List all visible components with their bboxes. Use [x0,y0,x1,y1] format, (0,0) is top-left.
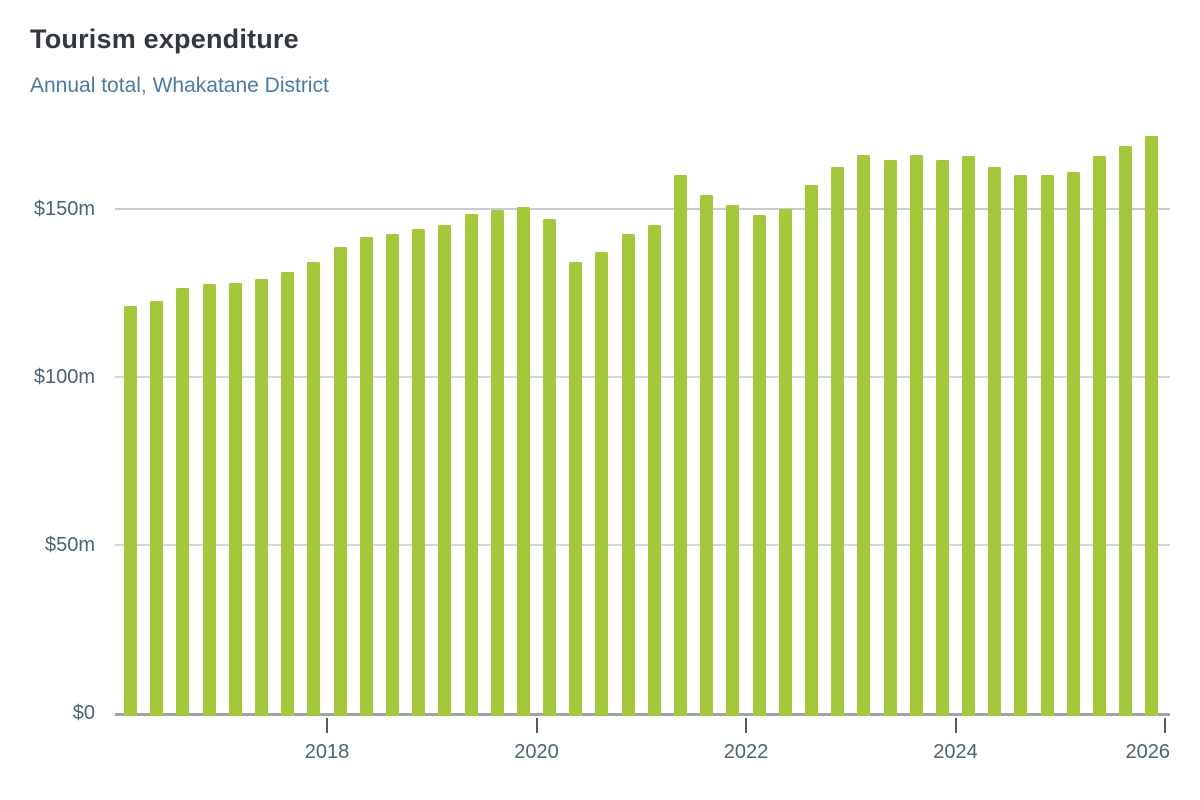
bar-2016-Q1[interactable] [124,306,138,716]
bar-2022-Q2[interactable] [778,208,792,716]
bar-2017-Q4[interactable] [307,262,321,716]
bar-2025-Q1[interactable] [1066,171,1080,716]
bar-2025-Q4[interactable] [1145,136,1159,716]
bar-2024-Q4[interactable] [1040,174,1054,716]
y-axis-label-150m: $150m [33,197,95,220]
bar-2023-Q4[interactable] [935,159,949,716]
bar-2018-Q1[interactable] [333,247,347,716]
bar-2024-Q3[interactable] [1014,174,1028,716]
x-axis-baseline [115,713,1170,716]
x-axis-label-2022: 2022 [723,741,769,763]
bar-2018-Q3[interactable] [385,233,399,716]
bar-2023-Q3[interactable] [909,154,923,716]
bar-2025-Q2[interactable] [1093,156,1107,716]
x-axis-label-2024: 2024 [933,741,978,763]
chart-title: Tourism expenditure [30,24,299,54]
bar-2021-Q4[interactable] [726,205,740,716]
bar-2021-Q3[interactable] [700,195,714,716]
bar-2019-Q4[interactable] [516,206,530,716]
chart-subtitle: Annual total, Whakatane District [30,74,329,97]
x-axis-tick-2022 [745,718,747,733]
bar-2018-Q4[interactable] [412,228,426,716]
bar-2021-Q1[interactable] [647,225,661,716]
bar-2019-Q3[interactable] [490,210,504,716]
bar-2020-Q1[interactable] [543,218,557,716]
bar-2016-Q4[interactable] [202,284,216,716]
bar-2025-Q3[interactable] [1119,146,1133,716]
bar-2020-Q4[interactable] [621,233,635,716]
bar-2016-Q2[interactable] [150,301,164,716]
bar-2021-Q2[interactable] [674,174,688,716]
bar-2023-Q2[interactable] [883,159,897,716]
bar-2019-Q1[interactable] [438,225,452,716]
bar-2023-Q1[interactable] [857,154,871,716]
bar-2017-Q1[interactable] [228,282,242,716]
y-axis-label-0: $0 [72,702,95,724]
y-axis-label-50m: $50m [44,533,95,556]
y-axis-label-100m: $100m [33,365,95,388]
x-axis-tick-2024 [954,718,957,733]
x-axis-label-2020: 2020 [514,741,559,763]
bar-2016-Q3[interactable] [176,287,190,716]
x-axis-label-2018: 2018 [304,741,350,763]
bar-2017-Q3[interactable] [281,272,295,716]
x-axis-label-2026: 2026 [1125,741,1171,763]
bar-2024-Q2[interactable] [988,166,1002,716]
bar-2020-Q2[interactable] [569,262,583,716]
gridline-50m [115,543,1170,546]
bar-2024-Q1[interactable] [962,156,976,716]
bar-2022-Q3[interactable] [804,185,818,716]
bar-2018-Q2[interactable] [359,237,373,716]
gridline-150m [115,207,1170,210]
x-axis-tick-2018 [326,718,328,733]
x-axis-tick-2026 [1164,718,1166,733]
bar-2022-Q1[interactable] [752,215,766,716]
gridline-100m [115,375,1170,378]
x-axis-tick-2020 [535,718,538,733]
bar-2022-Q4[interactable] [831,166,845,716]
bar-2020-Q3[interactable] [595,252,609,716]
bar-2019-Q2[interactable] [464,213,478,716]
bar-2017-Q2[interactable] [255,279,269,716]
